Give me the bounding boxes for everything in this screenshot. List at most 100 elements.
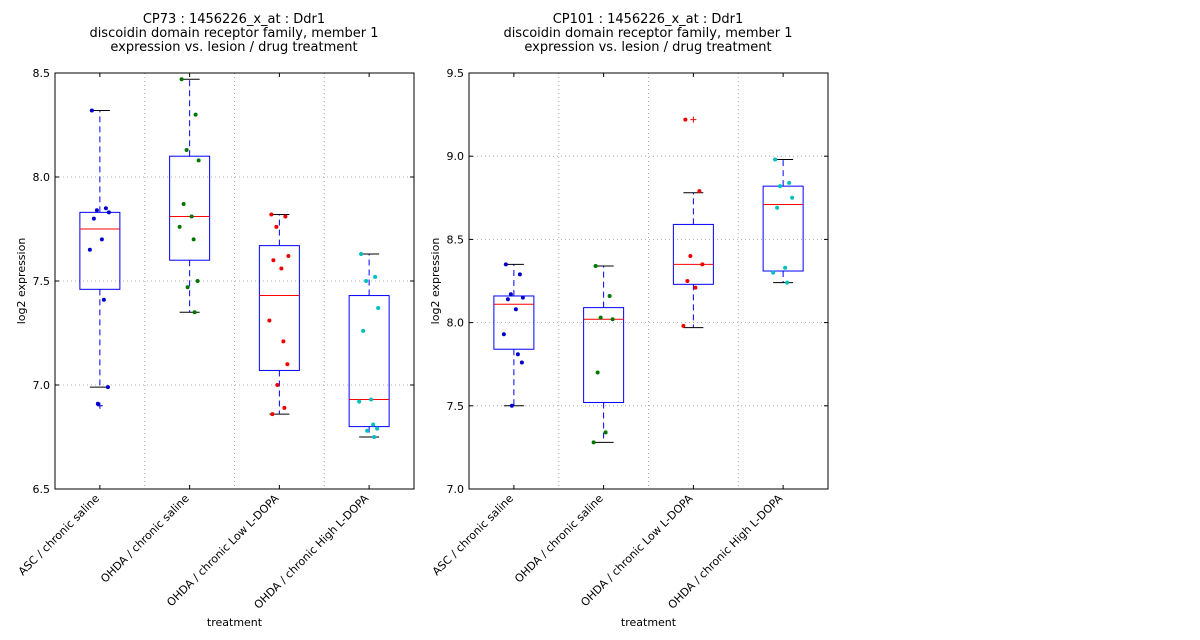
data-point (106, 210, 111, 215)
data-point (520, 295, 525, 300)
y-tick-label: 9.0 (447, 150, 465, 163)
data-point (285, 362, 290, 367)
x-tick-label: ASC / chronic saline (16, 492, 102, 578)
box-iqr (493, 295, 535, 350)
data-point (778, 184, 783, 189)
data-point (267, 318, 272, 323)
data-point (681, 323, 686, 328)
data-point (515, 352, 520, 357)
data-point (598, 315, 603, 320)
box-iqr (348, 295, 390, 428)
data-point (279, 266, 284, 271)
data-point (274, 224, 279, 229)
data-point (283, 214, 288, 219)
data-point (595, 370, 600, 375)
data-point (89, 108, 94, 113)
y-tick-label: 7.5 (33, 275, 51, 288)
y-axis-label: log2 expression (429, 238, 442, 325)
axes-frame (468, 72, 829, 490)
outlier-marker (96, 402, 103, 409)
data-point (503, 262, 508, 267)
data-point (373, 274, 378, 279)
data-point (361, 328, 366, 333)
data-point (270, 412, 275, 417)
data-point (365, 428, 370, 433)
chart-title-line: discoidin domain receptor family, member… (503, 26, 792, 41)
data-point (177, 224, 182, 229)
boxplot-3 (672, 116, 714, 329)
x-tick-label: OHDA / chronic saline (512, 492, 606, 586)
boxplot-1 (79, 108, 121, 409)
data-point (103, 206, 108, 211)
data-point (282, 405, 287, 410)
data-point (693, 285, 698, 290)
data-point (286, 254, 291, 259)
chart-title-line: discoidin domain receptor family, member… (89, 26, 378, 41)
data-point (790, 195, 795, 200)
boxplot-1 (493, 262, 535, 408)
data-point (91, 216, 96, 221)
box-iqr (583, 307, 625, 403)
data-point (185, 285, 190, 290)
data-point (101, 297, 106, 302)
chart-title-line: expression vs. lesion / drug treatment (524, 40, 771, 55)
data-point (196, 158, 201, 163)
data-point (364, 279, 369, 283)
data-point (771, 270, 776, 275)
box-iqr (258, 245, 300, 371)
boxplot-3 (258, 212, 300, 417)
data-point (700, 262, 705, 267)
chart-title-line: expression vs. lesion / drug treatment (110, 40, 357, 55)
data-point (517, 272, 522, 277)
box-iqr (672, 223, 714, 285)
data-point (372, 435, 377, 439)
data-point (787, 180, 792, 185)
data-point (593, 264, 598, 269)
y-axis-label: log2 expression (15, 238, 28, 325)
data-point (371, 422, 376, 427)
data-point (697, 189, 702, 194)
data-point (501, 332, 506, 337)
y-tick-label: 8.0 (447, 317, 465, 330)
data-point (357, 399, 362, 404)
data-point (688, 254, 693, 259)
data-point (191, 237, 196, 242)
x-tick-label: OHDA / chronic saline (98, 492, 192, 586)
data-point (281, 339, 286, 344)
data-point (94, 208, 99, 213)
x-axis-label: treatment (621, 616, 677, 629)
boxplot-4 (348, 251, 390, 439)
data-point (683, 117, 688, 122)
data-point (509, 403, 514, 408)
data-point (775, 205, 780, 210)
x-tick-label: ASC / chronic saline (430, 492, 516, 578)
data-point (610, 317, 615, 322)
box-iqr (762, 185, 804, 272)
data-point (519, 360, 524, 365)
data-point (269, 212, 274, 217)
data-point (275, 383, 280, 387)
data-point (783, 265, 788, 270)
data-point (376, 306, 381, 311)
data-point (105, 385, 110, 390)
y-tick-label: 8.5 (33, 67, 51, 80)
data-point (271, 258, 276, 263)
y-tick-label: 7.5 (447, 400, 465, 413)
box-iqr (169, 155, 211, 261)
y-tick-label: 8.0 (33, 171, 51, 184)
data-point (192, 310, 197, 315)
data-point (189, 214, 194, 219)
data-point (99, 237, 104, 242)
data-point (773, 157, 778, 162)
y-tick-label: 8.5 (447, 233, 465, 246)
data-point (513, 307, 518, 312)
data-point (375, 426, 380, 431)
data-point (193, 112, 198, 117)
x-axis-label: treatment (207, 616, 263, 629)
boxplot-2 (583, 264, 625, 445)
data-point (508, 292, 513, 297)
box-iqr (79, 211, 121, 290)
